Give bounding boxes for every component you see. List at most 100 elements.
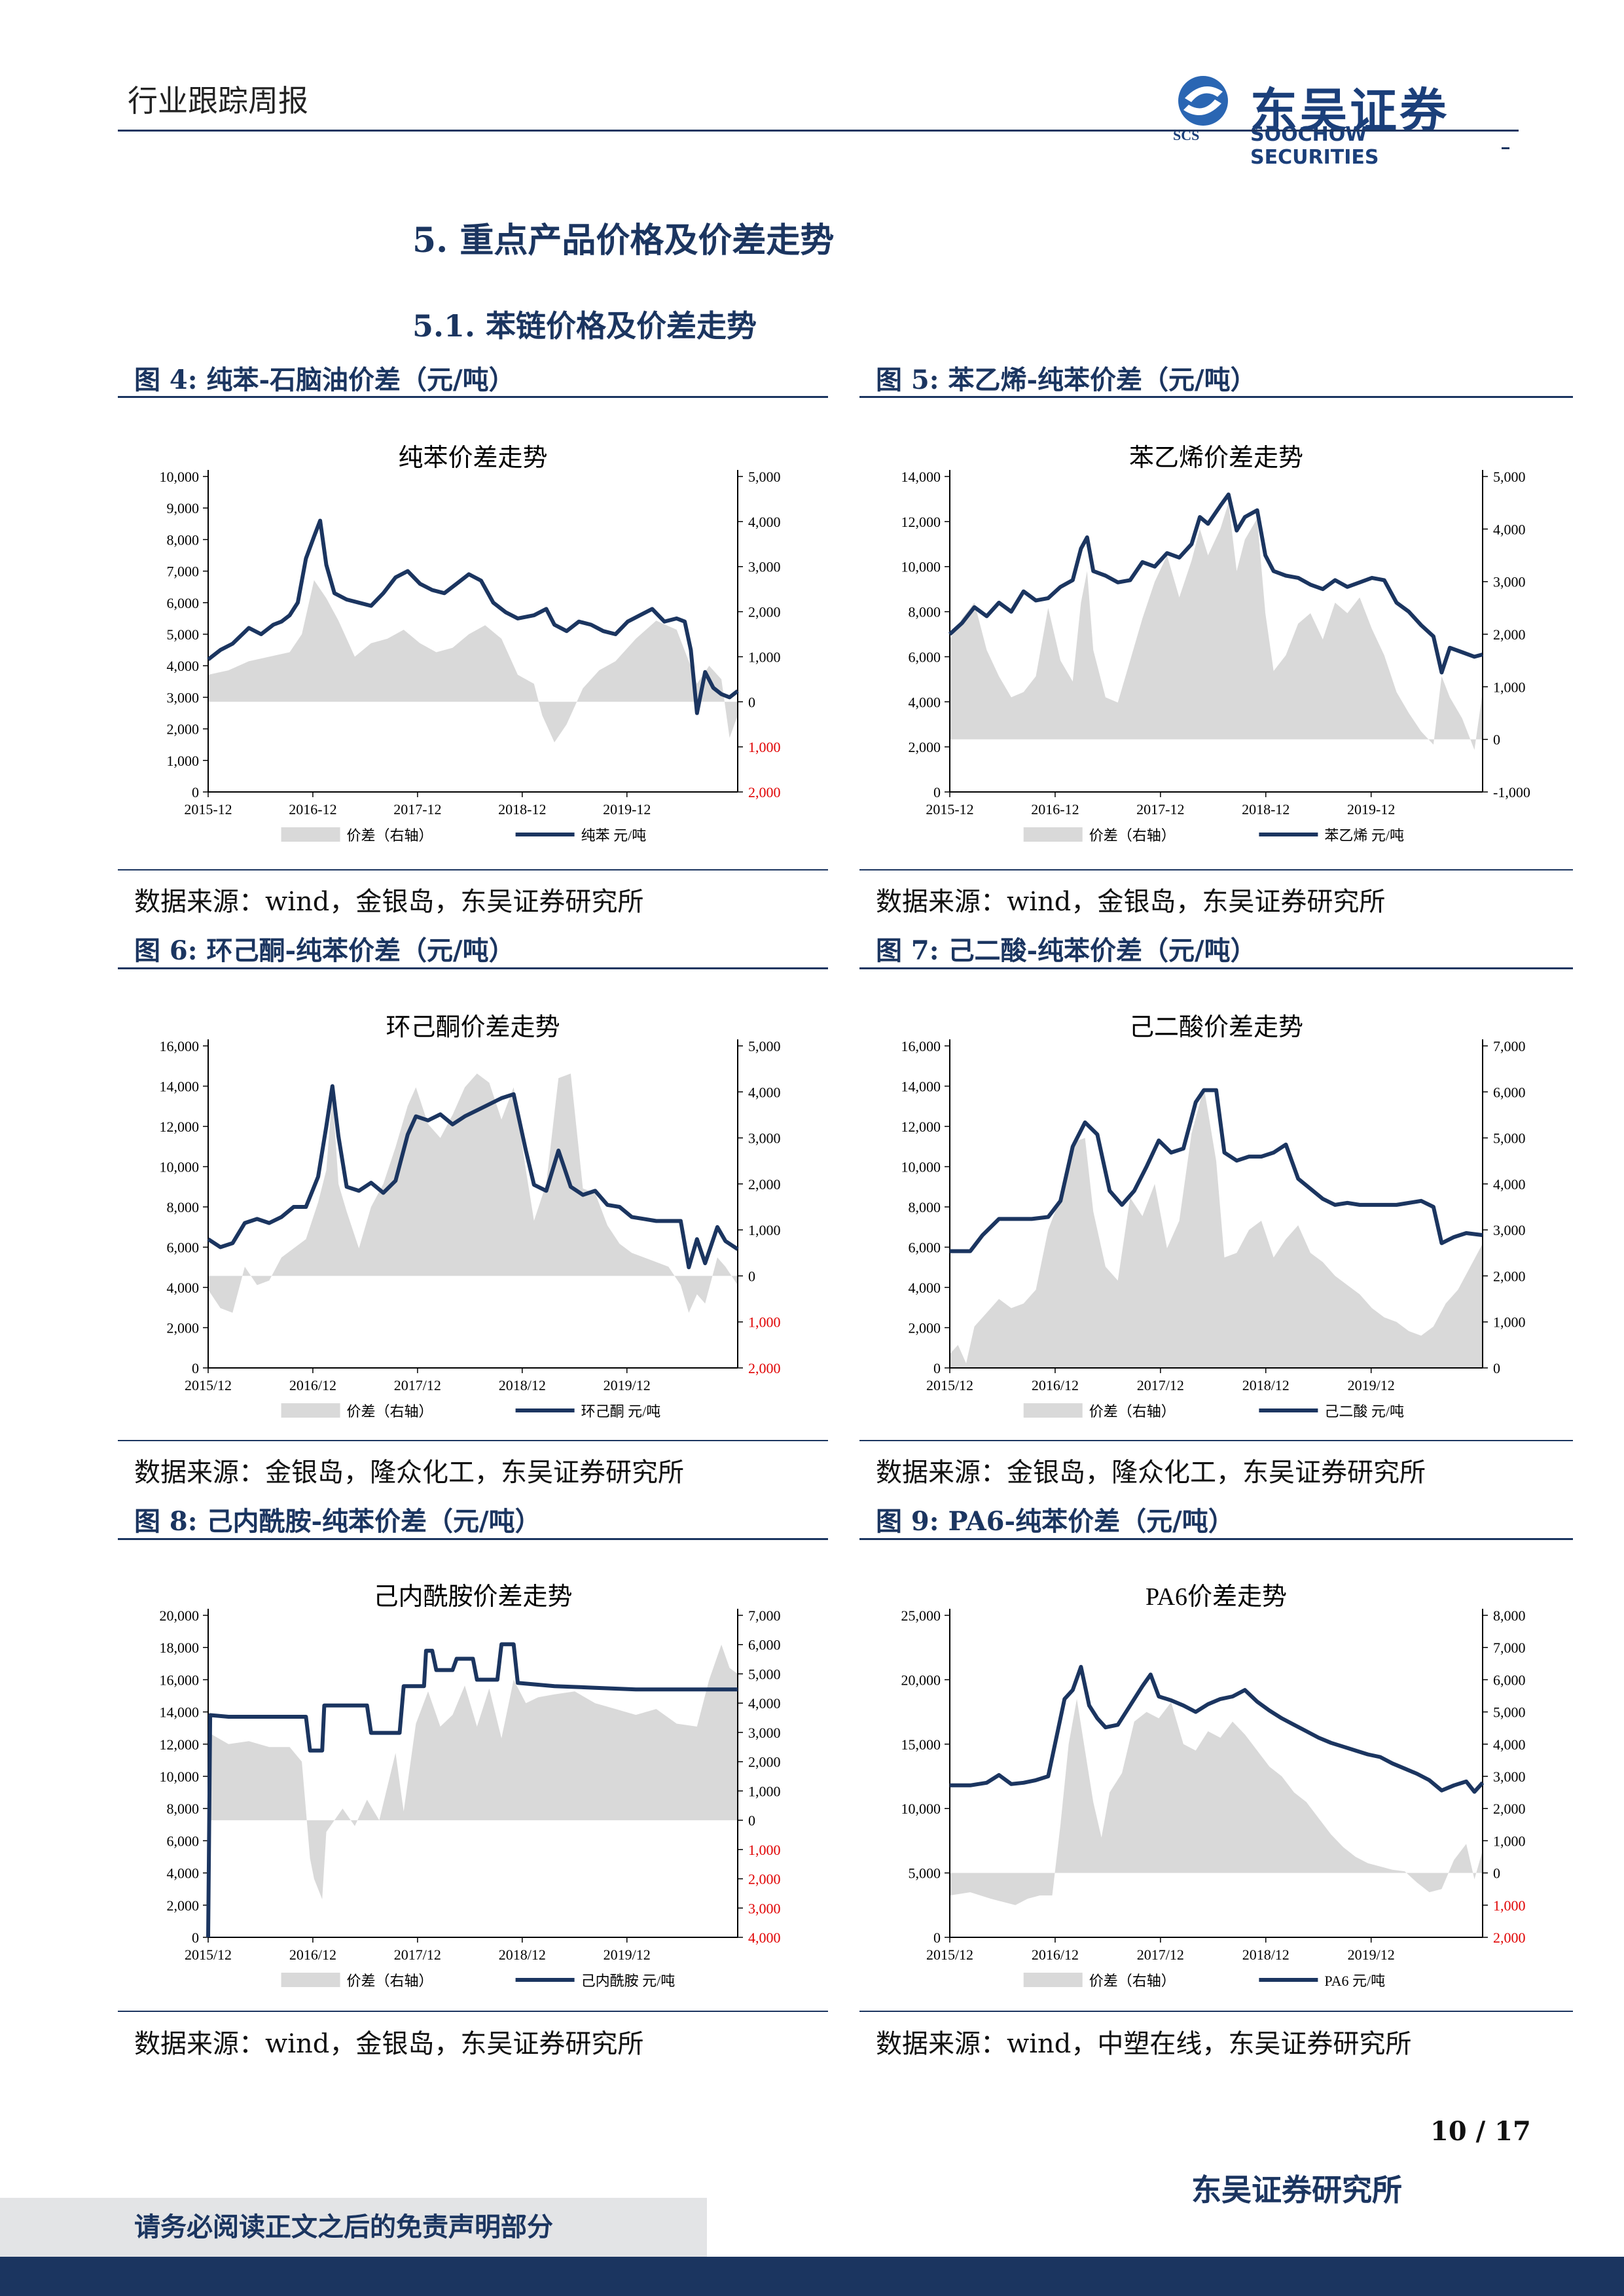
left-tick-label: 12,000 <box>160 1736 200 1753</box>
disclaimer-box <box>0 2198 707 2257</box>
left-tick-label: 15,000 <box>901 1736 941 1753</box>
right-tick-label: 0 <box>1493 732 1500 748</box>
left-tick-label: 2,000 <box>909 1320 941 1336</box>
right-tick-label: 7,000 <box>1493 1640 1526 1656</box>
right-tick-label: 0 <box>748 1812 755 1829</box>
chart-adipic-acid-spread: 0 2,000 4,000 6,000 8,000 10,000 12,000 14,000 1… <box>901 1014 1526 1420</box>
figure-title: 图 8: 己内酰胺-纯苯价差（元/吨） <box>134 1506 541 1537</box>
figure-title: 图 5: 苯乙烯-纯苯价差（元/吨） <box>876 365 1257 395</box>
right-tick-label: 6,000 <box>1493 1672 1526 1688</box>
chart-title: 苯乙烯价差走势 <box>1129 444 1303 472</box>
chart-title: 纯苯价差走势 <box>398 444 547 472</box>
left-tick-label: 4,000 <box>167 1865 200 1882</box>
legend-area-label: 价差（右轴） <box>1089 827 1176 844</box>
left-tick-label: 4,000 <box>167 658 200 674</box>
right-tick-label: 1,000 <box>1493 1314 1526 1331</box>
legend-area-label: 价差（右轴） <box>1089 1973 1176 1989</box>
left-tick-label: 8,000 <box>167 1199 200 1215</box>
left-tick-label: 10,000 <box>901 1801 941 1817</box>
left-tick-label: 10,000 <box>901 559 941 575</box>
x-tick-label: 2016-12 <box>1031 801 1079 817</box>
spread-area <box>950 1087 1483 1368</box>
right-tick-label: 1,000 <box>748 1842 781 1858</box>
right-tick-label: 2,000 <box>748 1176 781 1193</box>
right-tick-label: 4,000 <box>1493 1176 1526 1193</box>
right-tick-label: 8,000 <box>1493 1607 1526 1624</box>
x-tick-label: 2018/12 <box>499 1377 546 1393</box>
right-tick-label: 4,000 <box>748 1084 781 1100</box>
left-tick-label: 5,000 <box>909 1865 941 1882</box>
right-tick-label: 2,000 <box>748 1754 781 1770</box>
figure-divider <box>859 396 1573 398</box>
x-tick-label: 2015/12 <box>185 1377 232 1393</box>
left-tick-label: 8,000 <box>167 1801 200 1817</box>
right-tick-label: -1,000 <box>1493 784 1530 800</box>
figure-title: 图 4: 纯苯-石脑油价差（元/吨） <box>134 365 515 395</box>
left-tick-label: 6,000 <box>909 649 941 665</box>
x-tick-label: 2015/12 <box>926 1377 973 1393</box>
x-tick-label: 2015/12 <box>185 1946 232 1963</box>
x-tick-label: 2017/12 <box>394 1377 441 1393</box>
left-tick-label: 14,000 <box>901 469 941 485</box>
right-tick-label: 3,000 <box>748 1130 781 1147</box>
left-tick-label: 1,000 <box>167 753 200 769</box>
chart-pa6-spread: 0 5,000 10,000 15,000 20,000 25,000 2,000 1,000… <box>901 1583 1526 1989</box>
figure-divider <box>118 396 828 398</box>
left-tick-label: 25,000 <box>901 1607 941 1624</box>
left-tick-label: 0 <box>192 1360 199 1376</box>
company-logo: SCS 东吴证券 SOOCHOW SECURITIES <box>1172 72 1499 169</box>
chart-title: 环己酮价差走势 <box>386 1014 560 1041</box>
spread-area <box>208 1073 738 1313</box>
left-tick-label: 2,000 <box>909 739 941 755</box>
left-tick-label: 4,000 <box>167 1280 200 1296</box>
price-line <box>950 1088 1483 1253</box>
x-tick-label: 2018/12 <box>1242 1377 1290 1393</box>
left-tick-label: 8,000 <box>909 1199 941 1215</box>
x-tick-label: 2018/12 <box>1242 1946 1290 1963</box>
right-tick-label: 1,000 <box>748 1783 781 1799</box>
right-tick-label: 2,000 <box>748 1871 781 1888</box>
figure-divider <box>118 2011 828 2012</box>
left-tick-label: 8,000 <box>909 604 941 620</box>
figure-divider <box>118 869 828 870</box>
x-tick-label: 2016/12 <box>289 1946 336 1963</box>
page-number: 10 / 17 <box>1430 2116 1531 2147</box>
right-tick-label: 3,000 <box>748 559 781 575</box>
left-tick-label: 16,000 <box>160 1038 200 1054</box>
left-tick-label: 6,000 <box>167 1240 200 1256</box>
section-heading: 5. 重点产品价格及价差走势 <box>412 221 835 260</box>
left-tick-label: 18,000 <box>160 1640 200 1656</box>
left-tick-label: 0 <box>933 784 941 800</box>
figure-divider <box>118 1538 828 1540</box>
left-tick-label: 4,000 <box>909 1280 941 1296</box>
left-tick-label: 6,000 <box>167 595 200 611</box>
report-type: 行业跟踪周报 <box>128 83 308 118</box>
right-tick-label: 2,000 <box>1493 1268 1526 1284</box>
legend-line-label: 纯苯 元/吨 <box>581 827 647 844</box>
left-tick-label: 0 <box>192 1929 199 1946</box>
x-tick-label: 2016-12 <box>289 801 336 817</box>
figure-source: 数据来源：wind，金银岛，东吴证券研究所 <box>876 887 1386 917</box>
right-tick-label: 1,000 <box>748 649 781 665</box>
figure-source: 数据来源：wind，金银岛，东吴证券研究所 <box>134 2029 644 2059</box>
figure-source: 数据来源：金银岛，隆众化工，东吴证券研究所 <box>876 1458 1426 1488</box>
left-tick-label: 14,000 <box>901 1079 941 1095</box>
left-tick-label: 2,000 <box>167 721 200 738</box>
figure-divider <box>859 967 1573 969</box>
x-tick-label: 2015-12 <box>926 801 973 817</box>
left-tick-label: 7,000 <box>167 564 200 580</box>
price-line <box>207 1084 739 1270</box>
right-tick-label: 3,000 <box>748 1900 781 1916</box>
right-tick-label: 1,000 <box>748 1222 781 1238</box>
figure-divider <box>118 967 828 969</box>
x-tick-label: 2018/12 <box>499 1946 546 1963</box>
legend-line-label: 己内酰胺 元/吨 <box>581 1973 676 1989</box>
x-tick-label: 2018-12 <box>1242 801 1290 817</box>
right-tick-label: 6,000 <box>1493 1084 1526 1100</box>
right-tick-label: 1,000 <box>1493 1833 1526 1849</box>
figure-divider <box>859 1440 1573 1441</box>
x-tick-label: 2016/12 <box>1032 1377 1079 1393</box>
right-tick-label: 4,000 <box>748 1695 781 1712</box>
legend-area-label: 价差（右轴） <box>347 827 433 844</box>
right-tick-label: 1,000 <box>748 739 781 755</box>
